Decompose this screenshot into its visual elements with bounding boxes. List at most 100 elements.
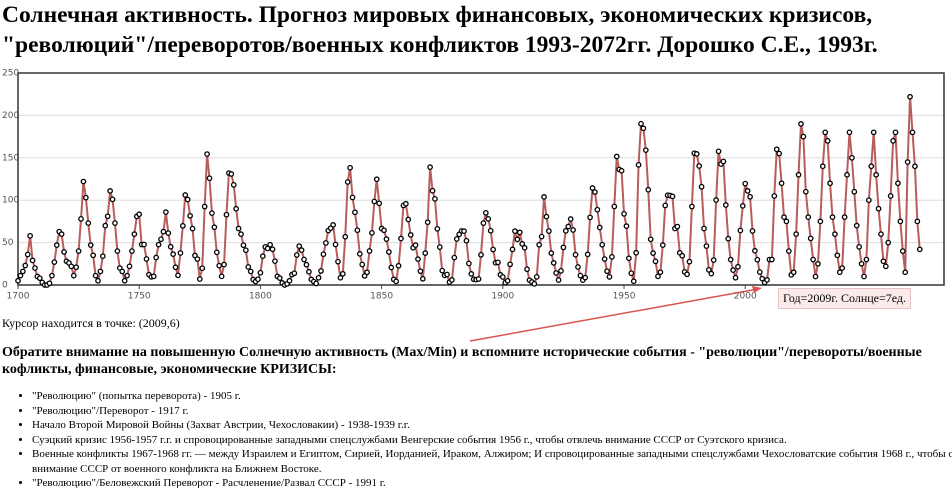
point [276, 275, 283, 281]
point [800, 133, 807, 140]
point [126, 263, 133, 270]
point [453, 236, 460, 242]
point [267, 241, 273, 248]
point [247, 268, 254, 275]
point [689, 203, 695, 210]
y-tick-label: 50 [2, 238, 14, 248]
event-item: "Революцию" (попытка переворота) - 1905 … [32, 389, 952, 404]
point [902, 269, 909, 276]
tooltip: Год=2009г. Солнце=7ед. [778, 288, 912, 309]
point [272, 258, 278, 265]
point [439, 267, 446, 274]
point [613, 153, 620, 160]
point [199, 265, 206, 272]
point [187, 212, 193, 219]
point [805, 214, 812, 221]
point [516, 229, 523, 236]
point [555, 277, 562, 283]
point [291, 270, 298, 277]
point [786, 248, 792, 254]
point [698, 183, 705, 190]
point [131, 231, 138, 237]
point [398, 235, 404, 242]
point [756, 269, 763, 275]
point [715, 148, 722, 155]
point [550, 260, 557, 266]
point [725, 235, 732, 242]
point [245, 264, 252, 270]
point [618, 167, 625, 174]
point [466, 260, 472, 267]
point [121, 277, 128, 284]
point [577, 272, 584, 279]
point [405, 216, 412, 223]
point [817, 218, 824, 225]
point [194, 256, 201, 262]
point [635, 161, 642, 168]
point [553, 270, 559, 276]
point [604, 268, 610, 275]
point [434, 226, 441, 232]
point [769, 256, 775, 263]
point [866, 197, 872, 204]
point [880, 258, 887, 265]
point [124, 272, 130, 279]
point [424, 219, 431, 226]
arrow-head [752, 286, 762, 293]
point [204, 151, 210, 157]
point [807, 235, 814, 242]
point [584, 251, 591, 258]
point [92, 272, 99, 279]
point [475, 276, 482, 282]
point [856, 243, 863, 250]
point [109, 196, 116, 203]
plot-frame [17, 72, 945, 286]
point [647, 236, 654, 243]
page-title: Солнечная активность. Прогноз мировых фи… [2, 2, 878, 58]
point [315, 274, 322, 281]
point [652, 258, 659, 265]
point [875, 205, 882, 212]
point [657, 269, 664, 276]
point [824, 137, 831, 144]
point [485, 216, 492, 222]
point [482, 209, 489, 216]
point [710, 257, 717, 263]
point [531, 280, 538, 287]
point [344, 179, 351, 185]
point [216, 262, 223, 269]
point [104, 213, 111, 220]
point [802, 188, 809, 195]
point [356, 251, 363, 257]
point [233, 205, 240, 212]
point [909, 129, 916, 136]
x-tick-label: 1850 [370, 292, 393, 302]
point [352, 209, 358, 216]
point [429, 187, 436, 194]
point [422, 250, 429, 256]
point [858, 260, 865, 267]
point [640, 125, 647, 132]
point [582, 274, 589, 281]
point [419, 275, 426, 282]
event-item: Начало Второй Мировой Войны (Захват Авст… [32, 418, 952, 433]
point [393, 278, 400, 285]
point [167, 243, 174, 250]
point [201, 203, 208, 210]
point [703, 243, 710, 249]
point [810, 256, 816, 263]
point [885, 239, 892, 246]
point [744, 188, 751, 194]
point [916, 246, 923, 253]
point [764, 277, 770, 283]
point [102, 222, 109, 229]
point [366, 248, 373, 254]
point [548, 250, 555, 256]
point [868, 163, 875, 170]
point [575, 264, 581, 270]
point [509, 246, 516, 253]
point [912, 163, 918, 170]
point [75, 248, 82, 254]
